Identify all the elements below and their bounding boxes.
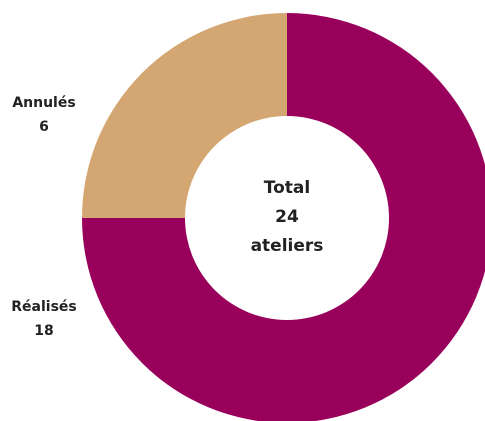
donut-hole: [185, 116, 389, 320]
center-total-label: Total: [264, 178, 310, 198]
center-total-value: 24: [275, 207, 299, 227]
label-realises-value: 18: [34, 323, 53, 339]
slice-labels: Annulés 6 Réalisés 18: [11, 95, 76, 339]
label-annules-value: 6: [39, 119, 49, 135]
center-total-unit: ateliers: [251, 236, 324, 256]
slice-realises: [82, 13, 485, 421]
label-annules-name: Annulés: [12, 95, 75, 111]
center-text: Total 24 ateliers: [251, 178, 324, 256]
label-realises-name: Réalisés: [11, 299, 76, 315]
